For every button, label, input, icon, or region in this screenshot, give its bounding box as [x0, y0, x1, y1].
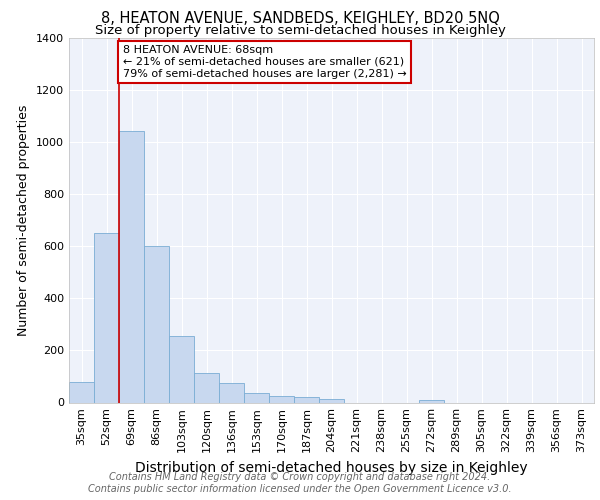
Bar	[194, 372, 218, 402]
Bar	[169, 336, 194, 402]
Y-axis label: Number of semi-detached properties: Number of semi-detached properties	[17, 104, 31, 336]
Bar	[295, 398, 319, 402]
Text: Contains HM Land Registry data © Crown copyright and database right 2024.
Contai: Contains HM Land Registry data © Crown c…	[88, 472, 512, 494]
Bar	[419, 400, 443, 402]
Bar	[145, 246, 169, 402]
Bar	[94, 233, 119, 402]
Text: Size of property relative to semi-detached houses in Keighley: Size of property relative to semi-detach…	[95, 24, 505, 37]
Text: 8 HEATON AVENUE: 68sqm
← 21% of semi-detached houses are smaller (621)
79% of se: 8 HEATON AVENUE: 68sqm ← 21% of semi-det…	[123, 46, 407, 78]
Bar	[70, 382, 94, 402]
Bar	[269, 396, 293, 402]
Bar	[244, 394, 269, 402]
Bar	[319, 398, 344, 402]
X-axis label: Distribution of semi-detached houses by size in Keighley: Distribution of semi-detached houses by …	[135, 461, 528, 475]
Bar	[119, 132, 143, 402]
Bar	[220, 383, 244, 402]
Text: 8, HEATON AVENUE, SANDBEDS, KEIGHLEY, BD20 5NQ: 8, HEATON AVENUE, SANDBEDS, KEIGHLEY, BD…	[101, 11, 499, 26]
